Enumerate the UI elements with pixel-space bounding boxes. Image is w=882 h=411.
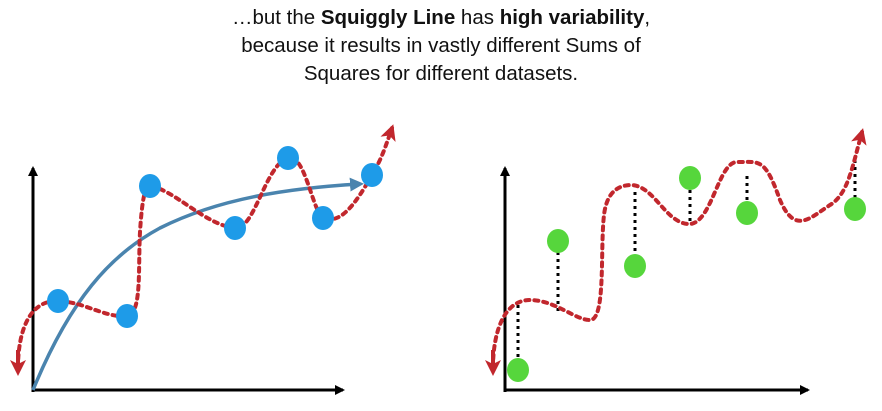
training-point <box>224 216 246 240</box>
test-point <box>679 166 701 190</box>
caption-line-3: Squares for different datasets. <box>303 62 579 85</box>
caption-bold-high-variability: high variability <box>499 6 645 29</box>
right-squiggly-line <box>491 128 867 370</box>
training-point <box>47 289 69 313</box>
test-point <box>507 358 529 382</box>
left-squiggly-line <box>16 124 396 370</box>
caption-bold-squiggly-line: Squiggly Line <box>320 6 456 29</box>
caption-text: , <box>644 6 651 29</box>
training-point <box>139 174 161 198</box>
test-point <box>547 229 569 253</box>
test-point <box>844 197 866 221</box>
straight-curve <box>31 177 364 391</box>
training-point <box>116 304 138 328</box>
test-point <box>624 254 646 278</box>
training-point <box>277 146 299 170</box>
caption-text: …but the <box>231 6 321 29</box>
residual-lines <box>516 160 857 360</box>
caption-line-1: …but the Squiggly Line has high variabil… <box>0 4 882 32</box>
training-point <box>312 206 334 230</box>
caption-text: has <box>455 6 500 29</box>
right-panel <box>485 128 867 395</box>
left-panel <box>10 124 396 395</box>
caption: …but the Squiggly Line has high variabil… <box>0 4 882 88</box>
training-point <box>361 163 383 187</box>
caption-line-2: because it results in vastly different S… <box>241 34 641 57</box>
test-point <box>736 201 758 225</box>
